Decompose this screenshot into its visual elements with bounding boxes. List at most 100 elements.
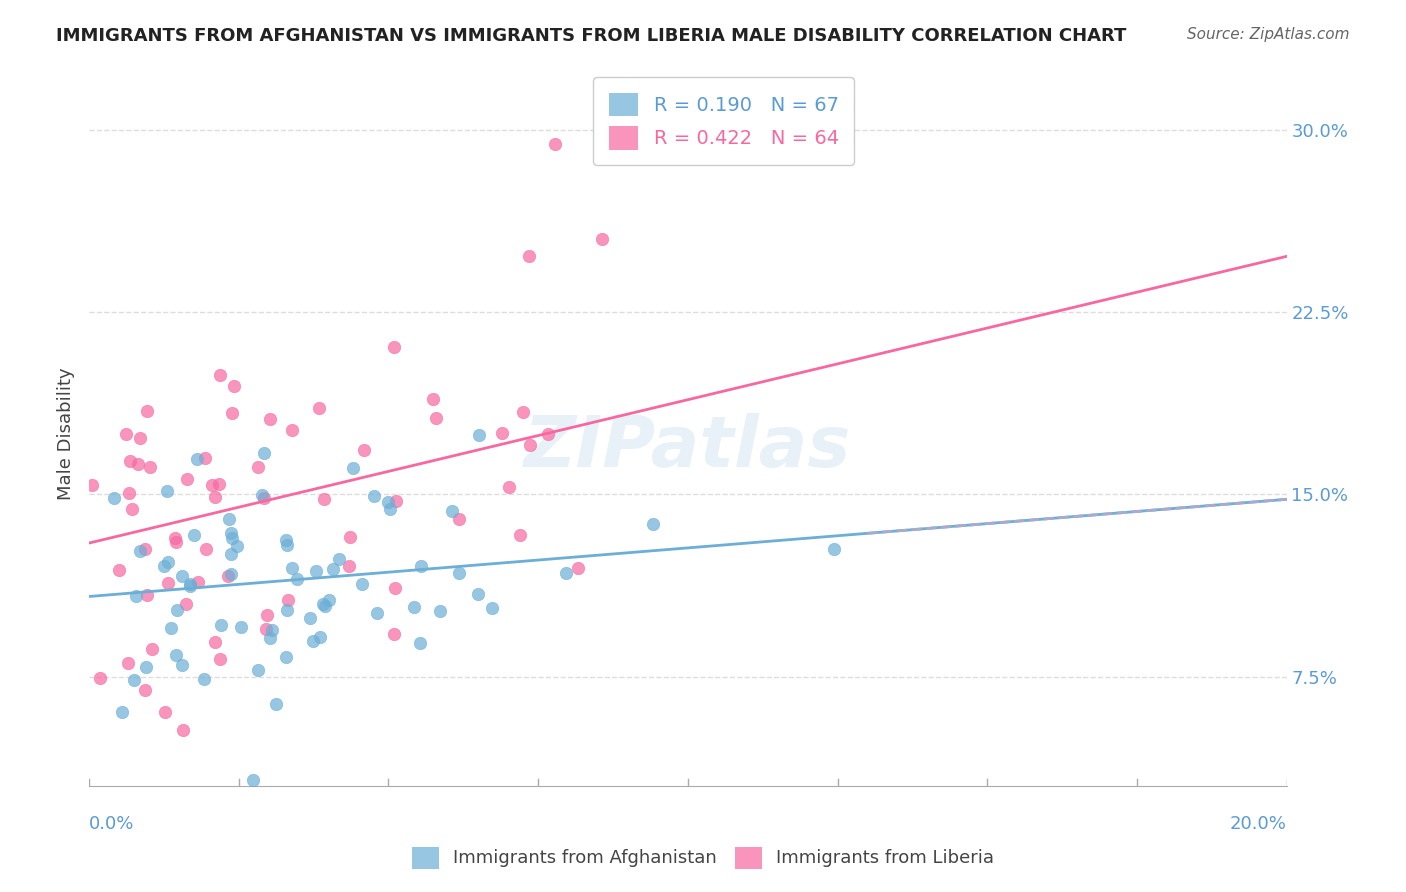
- Point: [254, 622, 277, 636]
- Point: [264, 698, 287, 712]
- Point: [366, 607, 388, 621]
- Text: Source: ZipAtlas.com: Source: ZipAtlas.com: [1187, 27, 1350, 42]
- Point: [425, 410, 447, 425]
- Point: [250, 488, 273, 502]
- Point: [352, 576, 374, 591]
- Point: [823, 541, 845, 556]
- Point: [219, 526, 242, 541]
- Point: [217, 569, 239, 583]
- Text: 0.0%: 0.0%: [89, 815, 135, 833]
- Point: [208, 368, 231, 382]
- Point: [285, 572, 308, 586]
- Point: [555, 566, 578, 581]
- Point: [259, 631, 281, 645]
- Point: [218, 512, 240, 526]
- Point: [256, 608, 278, 623]
- Point: [108, 563, 131, 577]
- Point: [201, 478, 224, 492]
- Point: [280, 423, 302, 437]
- Point: [163, 531, 186, 545]
- Point: [117, 656, 139, 670]
- Point: [225, 539, 247, 553]
- Point: [242, 772, 264, 787]
- Point: [353, 442, 375, 457]
- Point: [121, 501, 143, 516]
- Point: [382, 627, 405, 641]
- Point: [204, 635, 226, 649]
- Point: [155, 705, 177, 719]
- Point: [166, 602, 188, 616]
- Point: [409, 635, 432, 649]
- Point: [111, 706, 134, 720]
- Text: ZIPatlas: ZIPatlas: [524, 413, 852, 483]
- Point: [252, 491, 274, 506]
- Point: [138, 460, 160, 475]
- Point: [274, 533, 297, 548]
- Point: [339, 559, 361, 574]
- Point: [120, 454, 142, 468]
- Point: [380, 502, 402, 516]
- Point: [276, 538, 298, 552]
- Point: [221, 566, 243, 581]
- Point: [135, 660, 157, 674]
- Point: [422, 392, 444, 406]
- Point: [186, 451, 208, 466]
- Point: [209, 618, 232, 632]
- Point: [312, 491, 335, 506]
- Point: [246, 460, 269, 475]
- Point: [229, 620, 252, 634]
- Point: [377, 494, 399, 508]
- Text: 20.0%: 20.0%: [1230, 815, 1286, 833]
- Point: [204, 491, 226, 505]
- Point: [498, 480, 520, 494]
- Point: [155, 484, 177, 499]
- Point: [305, 564, 328, 578]
- Point: [440, 504, 463, 518]
- Point: [89, 672, 111, 686]
- Point: [384, 581, 406, 595]
- Point: [429, 605, 451, 619]
- Point: [156, 576, 179, 591]
- Point: [221, 531, 243, 545]
- Point: [519, 438, 541, 452]
- Point: [467, 587, 489, 601]
- Point: [82, 477, 104, 491]
- Point: [160, 621, 183, 635]
- Point: [134, 541, 156, 556]
- Point: [537, 426, 560, 441]
- Point: [591, 232, 613, 246]
- Point: [402, 599, 425, 614]
- Point: [125, 590, 148, 604]
- Point: [224, 379, 246, 393]
- Point: [141, 642, 163, 657]
- Legend: R = 0.190   N = 67, R = 0.422   N = 64: R = 0.190 N = 67, R = 0.422 N = 64: [593, 77, 855, 165]
- Point: [328, 552, 350, 566]
- Point: [276, 603, 298, 617]
- Point: [187, 574, 209, 589]
- Point: [274, 650, 297, 665]
- Text: IMMIGRANTS FROM AFGHANISTAN VS IMMIGRANTS FROM LIBERIA MALE DISABILITY CORRELATI: IMMIGRANTS FROM AFGHANISTAN VS IMMIGRANT…: [56, 27, 1126, 45]
- Point: [314, 599, 336, 613]
- Point: [411, 558, 433, 573]
- Point: [253, 446, 276, 460]
- Point: [170, 657, 193, 672]
- Point: [509, 527, 531, 541]
- Point: [179, 577, 201, 591]
- Y-axis label: Male Disability: Male Disability: [58, 368, 75, 500]
- Point: [136, 589, 159, 603]
- Point: [277, 593, 299, 607]
- Point: [339, 530, 361, 544]
- Point: [447, 566, 470, 581]
- Point: [363, 490, 385, 504]
- Point: [183, 528, 205, 542]
- Point: [281, 561, 304, 575]
- Point: [246, 663, 269, 677]
- Point: [172, 723, 194, 737]
- Point: [118, 486, 141, 500]
- Point: [302, 633, 325, 648]
- Point: [195, 542, 218, 557]
- Point: [318, 593, 340, 607]
- Point: [157, 555, 180, 569]
- Point: [165, 534, 187, 549]
- Point: [544, 136, 567, 151]
